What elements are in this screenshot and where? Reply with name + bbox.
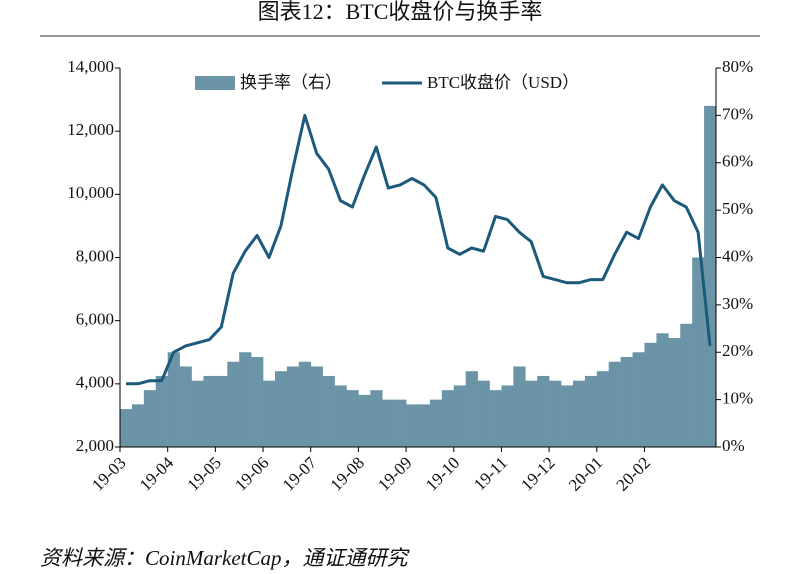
x-tick-label: 19-03: [88, 453, 129, 494]
x-tick-label: 19-06: [231, 453, 272, 494]
x-tick-label: 20-02: [613, 453, 654, 494]
turnover-bar: [501, 385, 514, 447]
turnover-bar: [608, 361, 621, 447]
turnover-bar: [525, 380, 538, 447]
turnover-bar: [632, 352, 645, 447]
turnover-bar: [668, 338, 681, 447]
legend-swatch: [195, 76, 235, 90]
turnover-bar: [441, 390, 455, 447]
turnover-bar: [382, 399, 395, 447]
y2-tick-label: 10%: [722, 389, 753, 408]
y2-tick-label: 70%: [722, 104, 753, 123]
turnover-bar: [155, 375, 168, 447]
turnover-bar: [322, 375, 335, 447]
x-tick-label: 19-04: [136, 453, 178, 495]
turnover-bar: [692, 257, 705, 447]
turnover-bar: [179, 366, 192, 447]
legend-label: BTC收盘价（USD）: [427, 73, 579, 92]
turnover-bar: [453, 385, 466, 447]
x-tick-label: 19-07: [279, 453, 321, 495]
turnover-bar: [191, 380, 204, 447]
turnover-bar: [465, 371, 478, 447]
turnover-bar: [596, 371, 610, 447]
legend-label: 换手率（右）: [240, 73, 342, 92]
turnover-bar: [513, 366, 526, 447]
y2-tick-label: 20%: [722, 341, 753, 360]
turnover-bar: [680, 323, 693, 447]
turnover-bar: [298, 361, 312, 447]
y-tick-label: 4,000: [76, 373, 114, 392]
x-tick-label: 19-08: [327, 453, 368, 494]
chart-title: 图表12：BTC收盘价与换手率: [258, 0, 543, 24]
turnover-bar: [537, 375, 550, 447]
turnover-bar: [370, 390, 383, 447]
y2-tick-label: 30%: [722, 294, 753, 313]
turnover-bar: [477, 380, 490, 447]
turnover-bar: [406, 404, 419, 447]
y-tick-label: 8,000: [76, 246, 114, 265]
x-tick-label: 19-09: [374, 453, 415, 494]
y2-tick-label: 50%: [722, 199, 753, 218]
turnover-bar: [143, 390, 157, 447]
y2-tick-label: 40%: [722, 246, 753, 265]
x-tick-label: 19-10: [422, 453, 463, 494]
turnover-bar: [120, 409, 133, 447]
turnover-bar: [394, 399, 407, 447]
turnover-bar: [215, 375, 228, 447]
source-note: 资料来源：CoinMarketCap，通证通研究: [40, 546, 410, 570]
turnover-bar: [489, 390, 502, 447]
turnover-bar: [251, 356, 264, 447]
turnover-bar: [274, 371, 288, 447]
turnover-bar: [549, 380, 562, 447]
y-tick-label: 6,000: [76, 310, 114, 329]
turnover-bar: [644, 342, 657, 447]
x-tick-label: 19-05: [183, 453, 224, 494]
y2-tick-label: 60%: [722, 152, 753, 171]
price-line: [126, 113, 712, 386]
turnover-bar: [704, 105, 717, 448]
turnover-bar: [286, 366, 300, 447]
x-tick-label: 19-12: [517, 453, 558, 494]
turnover-bar: [429, 399, 443, 447]
turnover-bar: [584, 375, 598, 447]
turnover-bar: [263, 380, 276, 447]
turnover-bar: [310, 366, 323, 447]
turnover-bar: [167, 352, 180, 447]
turnover-bar: [572, 380, 586, 447]
y-tick-label: 12,000: [67, 120, 114, 139]
x-tick-label: 20-01: [565, 453, 606, 494]
turnover-bar: [227, 361, 240, 447]
y-tick-label: 10,000: [67, 183, 114, 202]
y-tick-label: 2,000: [76, 436, 114, 455]
y2-tick-label: 0%: [722, 436, 745, 455]
y-tick-label: 14,000: [67, 57, 114, 76]
turnover-bar: [656, 333, 669, 447]
turnover-bar: [346, 390, 359, 447]
turnover-bar: [334, 385, 347, 447]
turnover-bar: [131, 404, 145, 447]
turnover-bar: [561, 385, 574, 447]
y2-tick-label: 80%: [722, 57, 753, 76]
turnover-bar: [203, 375, 216, 447]
turnover-bar: [418, 404, 431, 447]
x-tick-label: 19-11: [470, 453, 511, 494]
turnover-bar: [620, 356, 633, 447]
turnover-bar: [239, 352, 252, 447]
turnover-bar: [358, 394, 371, 447]
